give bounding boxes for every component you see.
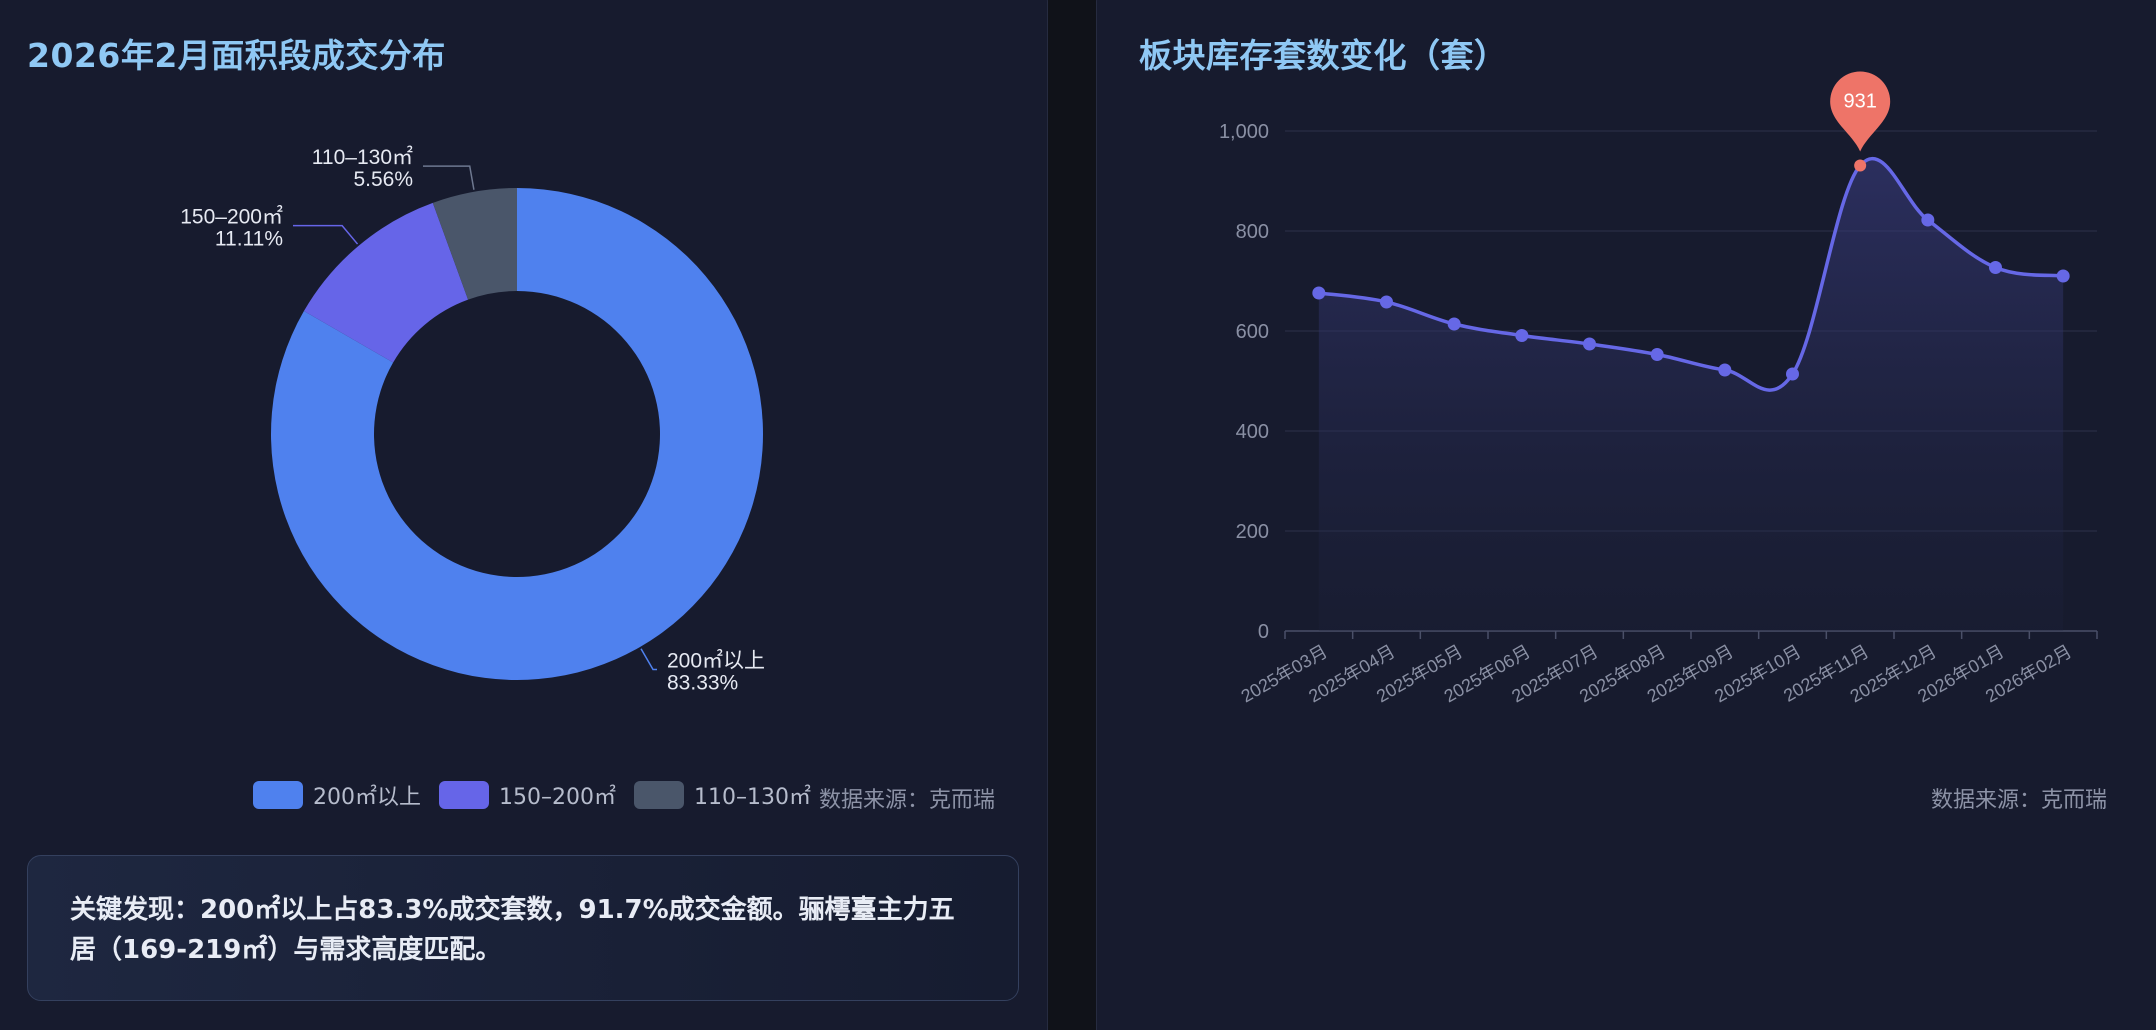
legend-item-110-130[interactable]: 110–130㎡ [633,779,811,811]
legend-item-200-plus[interactable]: 200㎡以上 [253,779,421,811]
data-point[interactable] [1786,367,1799,381]
panel-title: 板块库存套数变化（套） [1139,29,1508,77]
donut-label-line [423,165,475,190]
donut-label-line [293,224,359,245]
data-point[interactable] [1312,286,1326,300]
donut-label-name: 110–130㎡ [312,145,413,169]
donut-legend: 200㎡以上 150–200㎡ 110–130㎡ [253,779,829,811]
data-point[interactable] [1650,348,1664,361]
panel-title: 2026年2月面积段成交分布 [27,36,446,75]
legend-label: 200㎡以上 [313,785,421,810]
data-point[interactable] [1380,295,1393,309]
y-tick-label: 400 [1236,421,1269,443]
data-point[interactable] [2056,269,2070,283]
legend-label: 110–130㎡ [693,785,811,810]
donut-label-percent: 5.56% [353,168,413,191]
peak-markpoint-label: 931 [1843,91,1876,113]
legend-label: 150–200㎡ [499,785,616,810]
donut-slice-200-plus[interactable] [270,188,763,680]
y-tick-label: 800 [1236,221,1269,243]
data-point[interactable] [1854,159,1867,172]
area-distribution-panel: 2026年2月面积段成交分布 200㎡以上 83.33% 150–200㎡ 11.11… [0,0,1048,1030]
data-point[interactable] [1447,317,1461,331]
inventory-trend-panel: 板块库存套数变化（套） 02004006008001,0002025年03月20… [1096,0,2156,1030]
y-tick-label: 200 [1236,521,1269,543]
data-source-note: 数据来源：克而瑞 [819,788,996,813]
donut-label-name: 200㎡以上 [667,649,765,673]
data-point[interactable] [1718,363,1732,377]
donut-slice-150-200[interactable] [303,202,469,363]
donut-label-line [640,648,657,671]
y-tick-label: 1,000 [1219,121,1269,143]
donut-label-name: 150–200㎡ [180,205,283,229]
area-fill [1318,158,2064,632]
data-source-note: 数据来源：克而瑞 [1931,788,2108,813]
data-point[interactable] [1515,329,1529,342]
data-point[interactable] [1989,261,2002,274]
inventory-area-chart: 02004006008001,0002025年03月2025年04月2025年0… [1219,71,2098,707]
peak-markpoint[interactable] [1830,71,1891,152]
donut-slice-110-130[interactable] [432,188,517,300]
y-tick-label: 600 [1236,321,1269,343]
legend-swatch [439,781,489,809]
legend-item-150-200[interactable]: 150–200㎡ [439,779,616,811]
donut-label-percent: 83.33% [667,672,738,695]
data-point[interactable] [1583,337,1596,351]
donut-label-percent: 11.11% [215,228,283,251]
legend-swatch [633,781,684,809]
y-tick-label: 0 [1258,621,1269,643]
data-point[interactable] [1921,213,1935,227]
key-finding-box: 关键发现：200㎡以上占83.3%成交套数，91.7%成交金额。骊樗臺主力五居（… [27,855,1019,1001]
legend-swatch [253,781,303,809]
